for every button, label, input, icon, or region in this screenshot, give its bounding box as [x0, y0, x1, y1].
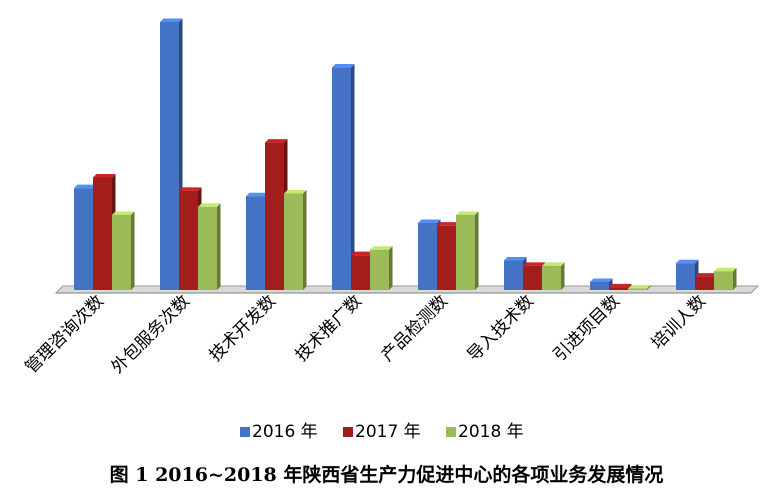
bar-front-face: [714, 271, 733, 290]
bar-front-face: [542, 265, 561, 290]
bar-front-face: [93, 177, 112, 290]
bar-top-face: [523, 262, 546, 266]
legend-swatch: [446, 427, 456, 437]
legend-swatch: [343, 427, 353, 437]
x-tick-label: 技术开发数: [206, 291, 280, 365]
x-tick-label: 管理咨询次数: [22, 291, 108, 377]
bar-front-face: [523, 265, 542, 290]
bar-top-face: [74, 184, 97, 189]
x-tick-label: 产品检测数: [378, 291, 452, 365]
bar-front-face: [351, 255, 370, 290]
bar-front-face: [695, 276, 714, 290]
bar-top-face: [246, 192, 269, 197]
bar-front-face: [160, 22, 179, 290]
bar-top-face: [112, 211, 135, 215]
bar-side-face: [351, 64, 355, 290]
bar-front-face: [676, 263, 695, 290]
x-tick-label: 导入技术数: [464, 291, 538, 365]
bar-top-face: [418, 219, 441, 223]
figure-caption: 图 1 2016~2018 年陕西省生产力促进中心的各项业务发展情况: [109, 464, 664, 486]
chart-floor: [54, 285, 760, 294]
bar-top-face: [351, 251, 374, 256]
bar-group: [74, 18, 737, 290]
x-axis-labels: 管理咨询次数 外包服务次数 技术开发数 技术推广数 产品检测数 导入技术数 引进项目数 培训人…: [22, 291, 710, 377]
bar-2018年-导入技术数: [542, 262, 565, 290]
bar-front-face: [265, 142, 284, 290]
bar-front-face: [332, 67, 351, 290]
legend: 2016 年 2017 年 2018 年: [240, 422, 524, 442]
bar-top-face: [284, 190, 307, 194]
bar-front-face: [284, 193, 303, 290]
bar-top-face: [609, 283, 632, 288]
bar-top-face: [695, 273, 718, 277]
bar-front-face: [418, 223, 437, 290]
bar-top-face: [332, 64, 355, 68]
bar-top-face: [437, 222, 460, 226]
bar-2018年-培训人数: [714, 267, 737, 290]
bar-front-face: [198, 206, 217, 290]
x-tick-label: 引进项目数: [550, 291, 624, 365]
bar-top-face: [370, 246, 393, 250]
bar-front-face: [370, 249, 389, 290]
bar-front-face: [609, 287, 628, 290]
bar-side-face: [303, 190, 307, 290]
bar-front-face: [437, 225, 456, 290]
bar-top-face: [676, 259, 699, 264]
bar-top-face: [628, 285, 651, 289]
bar-front-face: [628, 288, 647, 290]
legend-label: 2018 年: [458, 422, 524, 442]
bar-top-face: [542, 262, 565, 266]
bar-2018年-技术开发数: [284, 190, 307, 290]
x-tick-label: 培训人数: [648, 291, 710, 353]
bar-side-face: [217, 203, 221, 290]
bar-top-face: [504, 257, 527, 261]
chart: 管理咨询次数 外包服务次数 技术开发数 技术推广数 产品检测数 导入技术数 引进项目数 培训人…: [22, 18, 760, 442]
bar-2016年-技术推广数: [332, 64, 355, 290]
bar-top-face: [160, 18, 183, 22]
bar-top-face: [590, 278, 613, 282]
bar-2018年-技术推广数: [370, 246, 393, 290]
legend-swatch: [240, 427, 250, 437]
bar-top-face: [265, 139, 288, 143]
bar-side-face: [733, 267, 737, 290]
bar-top-face: [179, 187, 202, 191]
bar-top-face: [456, 211, 479, 215]
bar-top-face: [198, 203, 221, 207]
bar-front-face: [179, 190, 198, 290]
x-tick-label: 技术推广数: [292, 291, 366, 365]
bar-front-face: [112, 214, 131, 290]
bar-front-face: [504, 260, 523, 290]
bar-side-face: [131, 211, 135, 290]
bar-side-face: [561, 262, 565, 290]
bar-side-face: [475, 211, 479, 290]
bar-front-face: [246, 196, 265, 290]
bar-2018年-外包服务次数: [198, 203, 221, 290]
bar-front-face: [456, 214, 475, 290]
bar-top-face: [714, 267, 737, 272]
bar-side-face: [647, 285, 651, 290]
x-tick-label: 外包服务次数: [108, 291, 194, 377]
bar-front-face: [74, 188, 93, 290]
legend-label: 2017 年: [355, 422, 421, 442]
bar-2018年-引进项目数: [628, 285, 651, 290]
bar-top-face: [93, 173, 116, 178]
bar-2018年-管理咨询次数: [112, 211, 135, 290]
legend-label: 2016 年: [252, 422, 318, 442]
bar-front-face: [590, 281, 609, 290]
bar-side-face: [389, 246, 393, 290]
bar-2018年-产品检测数: [456, 211, 479, 290]
